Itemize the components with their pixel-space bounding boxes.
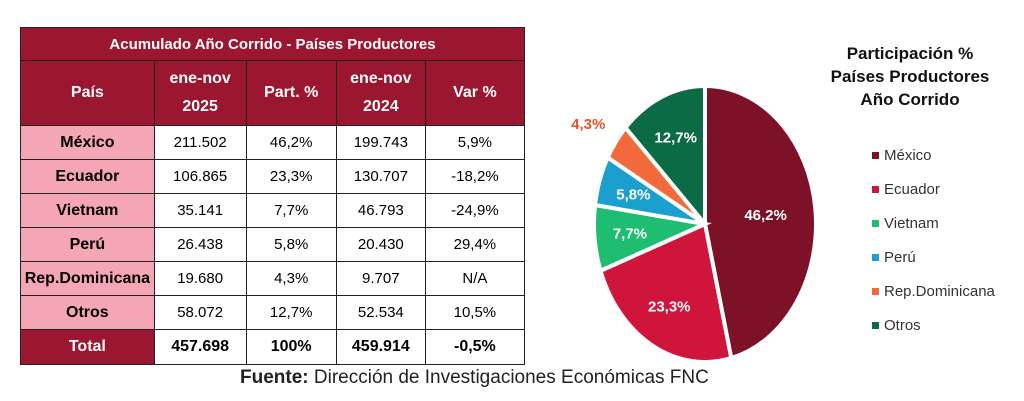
value-cell: 23,3% [245, 159, 337, 194]
value-cell: -0,5% [424, 329, 526, 365]
slice-data-label: 12,7% [654, 130, 697, 147]
table-row: México 211.502 46,2% 199.743 5,9% [20, 125, 526, 160]
value-cell: 35.141 [153, 193, 247, 228]
value-cell: 459.914 [335, 329, 426, 365]
column-header-text: Var % [453, 84, 497, 101]
slice-data-label: 5,8% [616, 186, 650, 203]
value-cell: 4,3% [245, 261, 337, 296]
table-header-row: País ene-nov 2025 Part. % ene-nov 2024 Var % [20, 60, 526, 126]
legend-label: Ecuador [884, 180, 940, 198]
legend-label: Perú [884, 248, 916, 266]
country-cell: Otros [20, 295, 155, 330]
legend-item: Otros [872, 308, 995, 342]
column-header: ene-nov 2024 [335, 60, 426, 126]
country-cell: México [20, 125, 155, 160]
value-cell: 199.743 [335, 125, 426, 160]
pie-chart: 46,2% 23,3% 7,7% 5,8% 4,3% 12,7% [571, 83, 818, 360]
value-cell: 130.707 [335, 159, 426, 194]
column-header-text: ene-nov [169, 70, 231, 87]
value-cell: 20.430 [335, 227, 426, 262]
value-cell: 5,9% [424, 125, 526, 160]
country-cell: Perú [20, 227, 155, 262]
value-cell: 9.707 [335, 261, 426, 296]
legend-item: Rep.Dominicana [872, 274, 995, 308]
legend-item: México [872, 138, 995, 172]
table-row: Rep.Dominicana 19.680 4,3% 9.707 N/A [20, 261, 526, 296]
source-text: Dirección de Investigaciones Económicas … [308, 367, 709, 388]
value-cell: 106.865 [153, 159, 247, 194]
chart-title-line: Participación % [846, 44, 974, 63]
legend-swatch [872, 287, 879, 295]
country-cell: Vietnam [20, 193, 155, 228]
column-header: País [20, 60, 155, 126]
legend-item: Vietnam [872, 206, 995, 240]
value-cell: -24,9% [424, 193, 526, 228]
chart-title-line: Países Productores [830, 67, 990, 86]
value-cell: 52.534 [335, 295, 426, 330]
chart-title: Participación % Países Productores Año Cor… [820, 42, 1000, 111]
chart-title-line: Año Corrido [860, 90, 960, 109]
value-cell: -18,2% [424, 159, 526, 194]
column-header-text: ene-nov [350, 70, 412, 87]
slice-data-label: 7,7% [613, 226, 647, 243]
country-cell: Ecuador [20, 159, 155, 194]
column-header-text: Part. % [264, 84, 319, 101]
source-footer: Fuente: Dirección de Investigaciones Eco… [240, 367, 709, 389]
legend-label: Otros [884, 316, 921, 334]
legend-swatch [872, 321, 879, 329]
country-cell: Total [20, 329, 155, 365]
value-cell: 12,7% [245, 295, 337, 330]
legend-item: Ecuador [872, 172, 995, 206]
country-cell: Rep.Dominicana [20, 261, 155, 296]
column-header: ene-nov 2025 [153, 60, 247, 126]
value-cell: N/A [424, 261, 526, 296]
value-cell: 211.502 [153, 125, 247, 160]
column-header-text: País [70, 84, 104, 101]
pie-slice-mxico [703, 83, 818, 360]
value-cell: 457.698 [153, 329, 247, 365]
value-cell: 26.438 [153, 227, 247, 262]
column-header-text: 2024 [363, 98, 399, 115]
pie-slice-otros [622, 83, 707, 230]
legend-swatch [872, 219, 879, 227]
legend-item: Perú [872, 240, 995, 274]
value-cell: 58.072 [153, 295, 247, 330]
table-row: Perú 26.438 5,8% 20.430 29,4% [20, 227, 526, 262]
value-cell: 46,2% [245, 125, 337, 160]
legend-swatch [872, 253, 879, 261]
value-cell: 19.680 [153, 261, 247, 296]
value-cell: 29,4% [424, 227, 526, 262]
column-header: Part. % [245, 60, 337, 126]
value-cell: 46.793 [335, 193, 426, 228]
table-row: Ecuador 106.865 23,3% 130.707 -18,2% [20, 159, 526, 194]
value-cell: 10,5% [424, 295, 526, 330]
value-cell: 5,8% [245, 227, 337, 262]
slice-data-label: 4,3% [571, 116, 605, 133]
slice-data-label: 23,3% [648, 299, 691, 316]
column-header-text: 2025 [182, 98, 218, 115]
table-row: Total 457.698 100% 459.914 -0,5% [20, 329, 526, 365]
legend-label: Rep.Dominicana [884, 282, 995, 300]
source-label: Fuente: [240, 367, 309, 388]
table-row: Vietnam 35.141 7,7% 46.793 -24,9% [20, 193, 526, 228]
table-title: Acumulado Año Corrido - Países Productor… [20, 27, 525, 61]
legend-label: Vietnam [884, 214, 939, 232]
producers-table: Acumulado Año Corrido - Países Productor… [20, 27, 526, 365]
legend-swatch [872, 185, 879, 193]
chart-legend: México Ecuador Vietnam Perú Rep.Dominicana Ot… [872, 138, 995, 342]
legend-swatch [872, 151, 879, 159]
column-header: Var % [424, 60, 526, 126]
value-cell: 100% [245, 329, 337, 365]
value-cell: 7,7% [245, 193, 337, 228]
legend-label: México [884, 146, 932, 164]
table-row: Otros 58.072 12,7% 52.534 10,5% [20, 295, 526, 330]
slice-data-label: 46,2% [744, 207, 787, 224]
